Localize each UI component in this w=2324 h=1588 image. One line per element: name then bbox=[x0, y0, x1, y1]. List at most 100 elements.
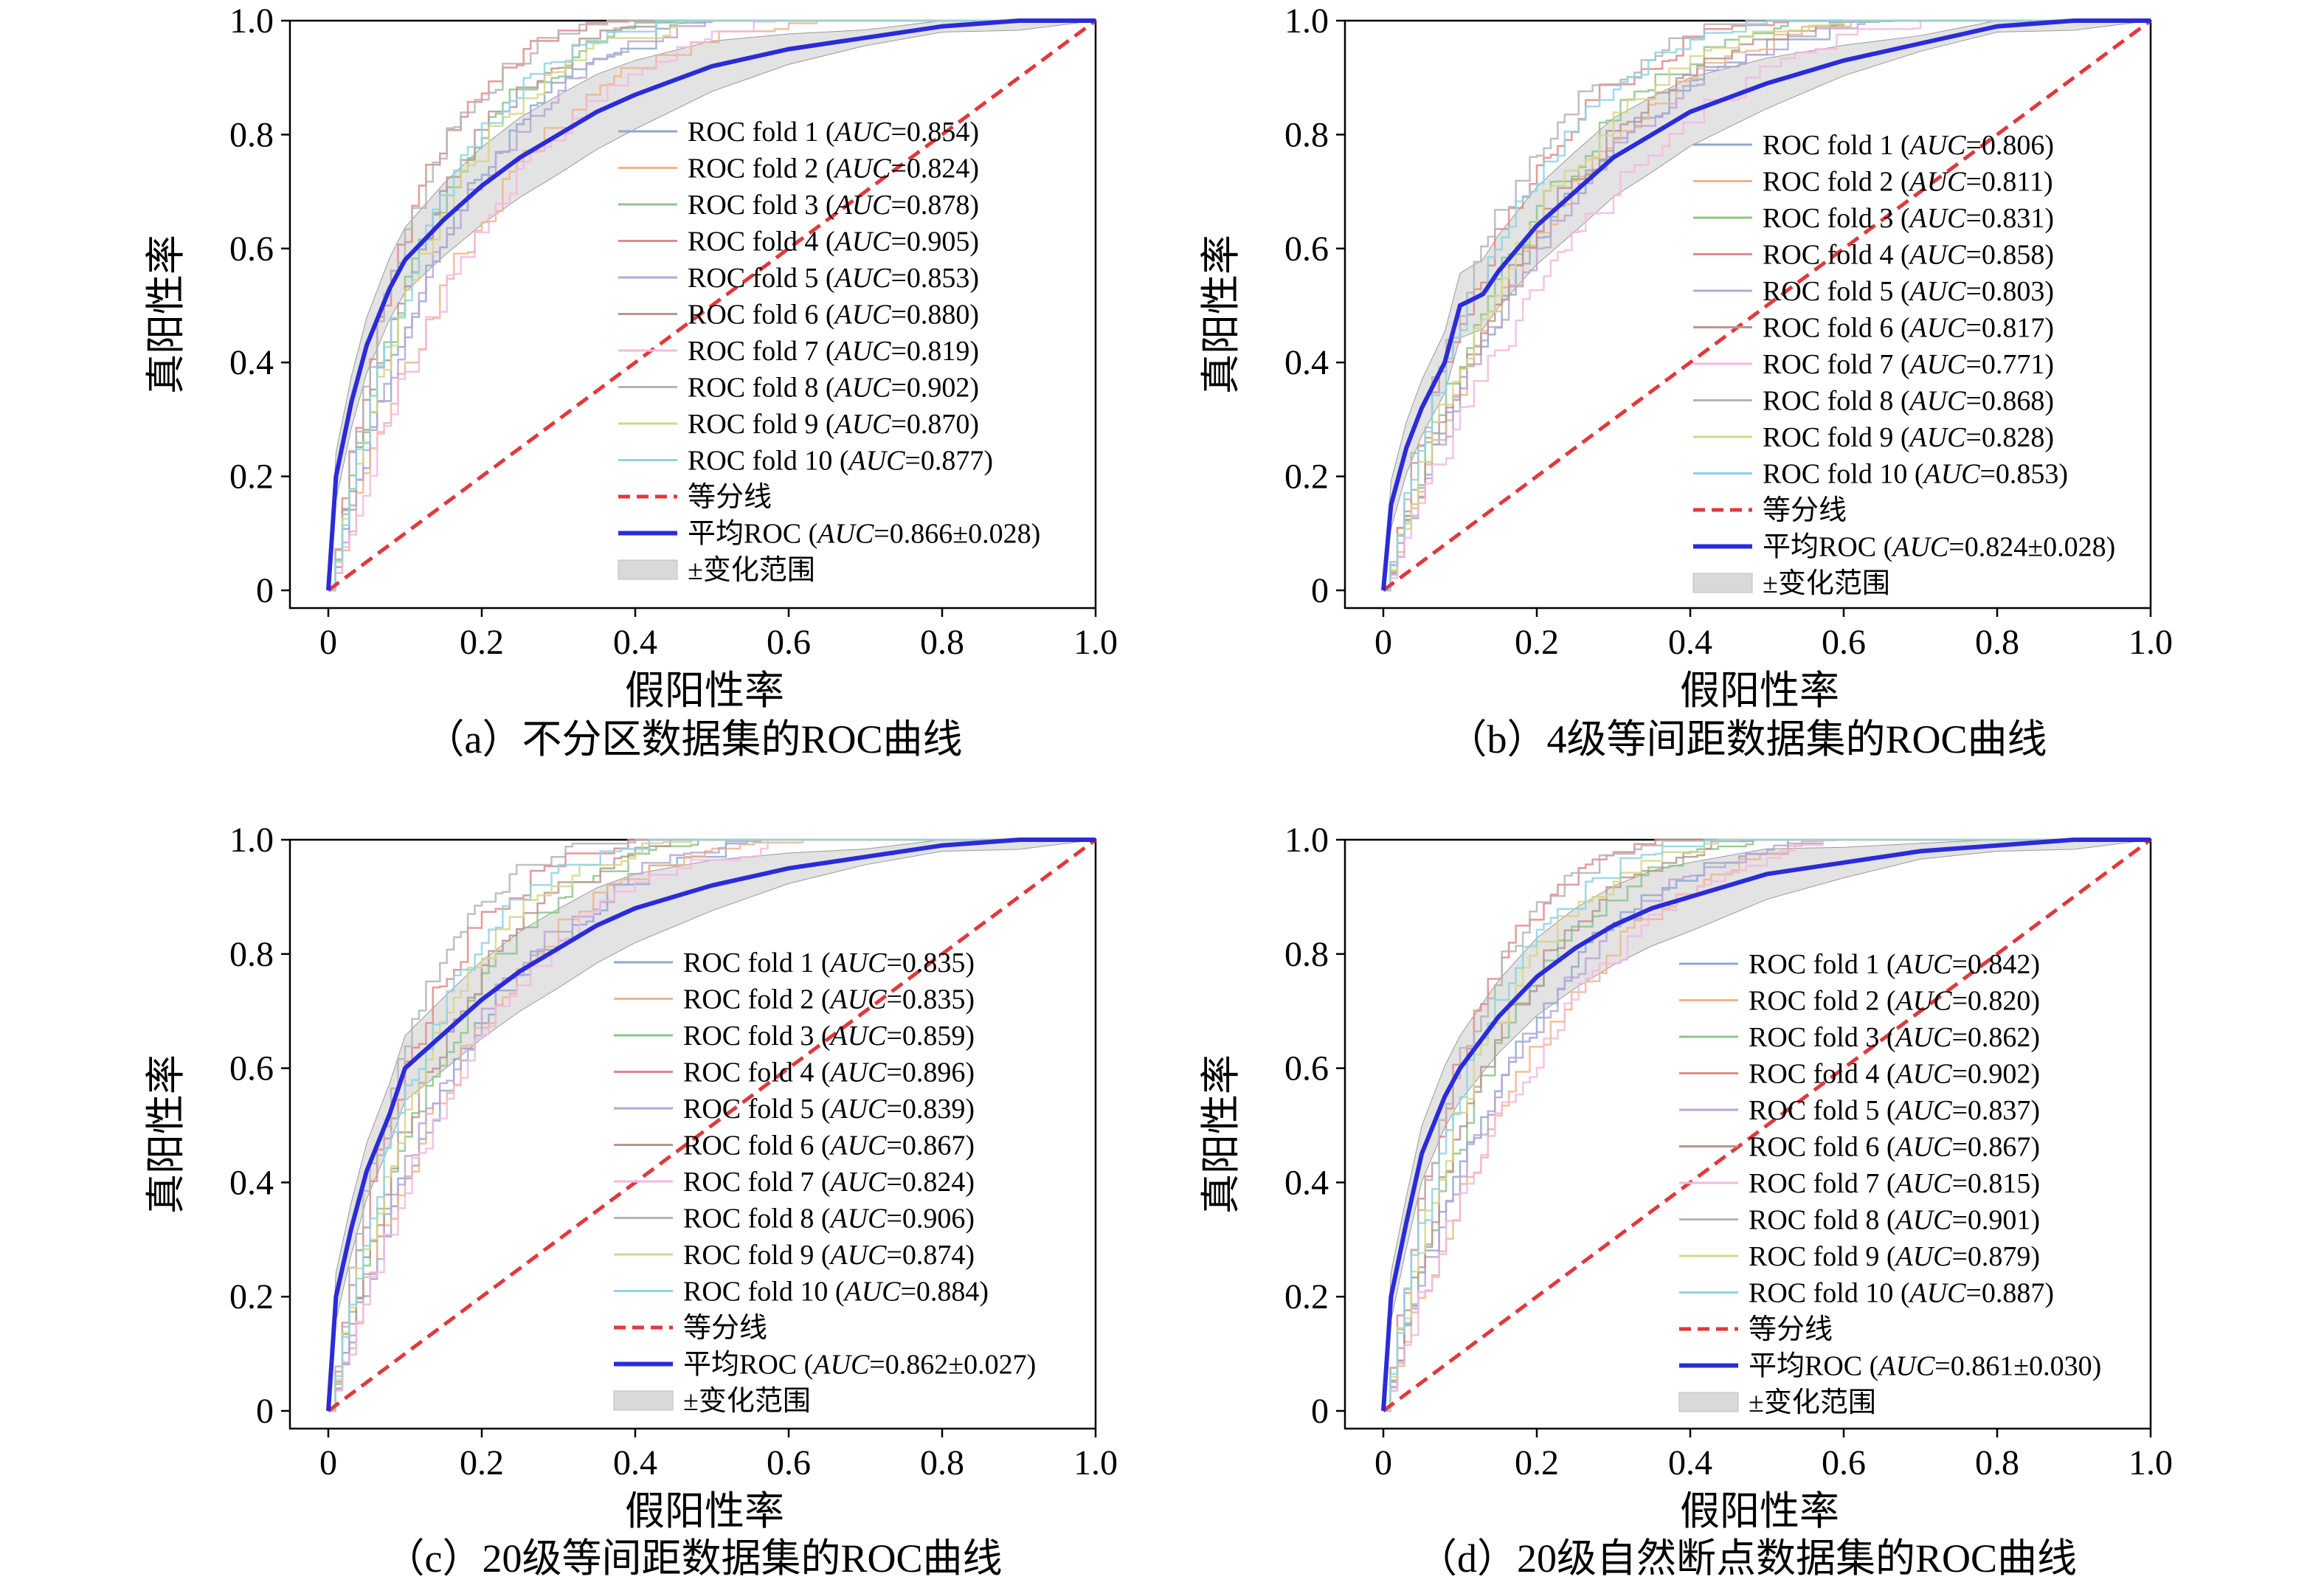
legend: ROC fold 1 (AUC=0.806) ROC fold 2 (AUC=0.… bbox=[1692, 130, 2115, 599]
subplot-caption: （c）20级等间距数据集的ROC曲线 bbox=[385, 1536, 1003, 1581]
legend-label: 平均ROC (AUC=0.866±0.028) bbox=[688, 519, 1040, 550]
legend-label: ROC fold 1 (AUC=0.806) bbox=[1763, 130, 2054, 161]
mean-roc-curve bbox=[1381, 18, 2151, 591]
chance-line bbox=[1382, 838, 2152, 1413]
legend-label: ROC fold 4 (AUC=0.896) bbox=[683, 1057, 975, 1088]
legend-label: ROC fold 6 (AUC=0.867) bbox=[1749, 1132, 2040, 1163]
legend-label: ROC fold 1 (AUC=0.835) bbox=[683, 947, 975, 978]
subplot-c: 0 0 0.2 0.2 0.4 0.4 0.6 0.6 0.8 0.8 1.0 1.0 假阳性率 真阳性率… bbox=[144, 821, 1118, 1581]
y-tick-label: 0.6 bbox=[1284, 1049, 1329, 1088]
legend-label: ROC fold 9 (AUC=0.870) bbox=[688, 409, 979, 440]
y-tick-label: 0.2 bbox=[229, 458, 274, 497]
legend-label: ±变化范围 bbox=[688, 555, 815, 586]
x-tick-label: 1.0 bbox=[2128, 623, 2173, 662]
y-tick-label: 1.0 bbox=[229, 821, 274, 860]
x-tick-label: 0.2 bbox=[460, 1443, 504, 1482]
legend-label: ROC fold 7 (AUC=0.824) bbox=[683, 1167, 975, 1198]
x-tick-label: 1.0 bbox=[2128, 1443, 2173, 1482]
y-tick-label: 0.4 bbox=[229, 1163, 274, 1202]
y-tick-label: 0.2 bbox=[1284, 1277, 1329, 1316]
x-tick-label: 0.6 bbox=[767, 1443, 811, 1482]
y-tick-label: 0.8 bbox=[1284, 935, 1329, 974]
x-tick-label: 0.2 bbox=[1515, 623, 1559, 662]
y-tick-label: 1.0 bbox=[229, 1, 274, 41]
legend-label: ROC fold 3 (AUC=0.859) bbox=[683, 1021, 975, 1052]
x-tick-label: 0 bbox=[1374, 1443, 1392, 1482]
y-tick-label: 0.8 bbox=[229, 935, 274, 974]
y-tick-label: 0.8 bbox=[1284, 115, 1329, 154]
x-axis-label: 假阳性率 bbox=[1680, 1489, 1839, 1533]
y-tick-label: 0.8 bbox=[229, 115, 274, 154]
legend-swatch-band bbox=[613, 1390, 674, 1411]
legend-label: ±变化范围 bbox=[1749, 1387, 1876, 1418]
x-tick-label: 0.4 bbox=[613, 1443, 657, 1482]
legend-label: ROC fold 7 (AUC=0.771) bbox=[1763, 349, 2054, 380]
mean-roc-curve bbox=[326, 838, 1096, 1412]
legend-label: ROC fold 10 (AUC=0.877) bbox=[688, 446, 993, 477]
x-tick-label: 0.2 bbox=[460, 623, 504, 662]
y-tick-label: 0 bbox=[1311, 571, 1329, 610]
y-axis-label: 真阳性率 bbox=[144, 235, 188, 394]
legend-label: ROC fold 1 (AUC=0.842) bbox=[1749, 949, 2040, 980]
y-tick-label: 0.2 bbox=[1284, 458, 1329, 497]
legend-label: ROC fold 10 (AUC=0.853) bbox=[1763, 459, 2068, 490]
fold-curve-10 bbox=[328, 838, 1096, 1412]
x-tick-label: 0 bbox=[1374, 623, 1392, 662]
x-tick-label: 0 bbox=[319, 623, 337, 662]
legend-label: ROC fold 7 (AUC=0.815) bbox=[1749, 1168, 2040, 1199]
legend-label: 等分线 bbox=[1749, 1314, 1833, 1345]
legend-label: ROC fold 2 (AUC=0.820) bbox=[1749, 986, 2040, 1017]
legend-label: ROC fold 8 (AUC=0.868) bbox=[1763, 386, 2054, 417]
x-tick-label: 0.8 bbox=[920, 623, 964, 662]
x-tick-label: 0.6 bbox=[1822, 623, 1866, 662]
legend: ROC fold 1 (AUC=0.835) ROC fold 2 (AUC=0.… bbox=[613, 947, 1036, 1417]
legend-label: 等分线 bbox=[688, 482, 772, 513]
legend-label: ROC fold 5 (AUC=0.839) bbox=[683, 1094, 975, 1125]
legend-label: 平均ROC (AUC=0.862±0.027) bbox=[683, 1350, 1036, 1381]
legend-label: ROC fold 8 (AUC=0.906) bbox=[683, 1204, 975, 1235]
y-tick-label: 0 bbox=[256, 571, 274, 610]
chance-line bbox=[1382, 18, 2152, 593]
chance-line bbox=[327, 838, 1097, 1413]
x-axis-label: 假阳性率 bbox=[625, 669, 784, 713]
x-axis-label: 假阳性率 bbox=[1680, 669, 1839, 713]
x-tick-label: 0.6 bbox=[767, 623, 811, 662]
x-tick-label: 0.4 bbox=[1668, 623, 1712, 662]
legend-label: ROC fold 2 (AUC=0.811) bbox=[1763, 167, 2053, 198]
x-tick-label: 0.4 bbox=[1668, 1443, 1712, 1482]
subplot-a: 0 0 0.2 0.2 0.4 0.4 0.6 0.6 0.8 0.8 1.0 1.0 假阳性率 真阳性率… bbox=[144, 1, 1118, 762]
subplot-b: 0 0 0.2 0.2 0.4 0.4 0.6 0.6 0.8 0.8 1.0 1.0 假阳性率 真阳性率… bbox=[1199, 1, 2173, 762]
legend-label: ROC fold 4 (AUC=0.902) bbox=[1749, 1059, 2040, 1090]
legend-label: 平均ROC (AUC=0.861±0.030) bbox=[1749, 1351, 2101, 1382]
y-tick-label: 0.4 bbox=[229, 343, 274, 382]
legend-label: ROC fold 5 (AUC=0.803) bbox=[1763, 276, 2054, 307]
legend-label: ROC fold 7 (AUC=0.819) bbox=[688, 336, 979, 367]
y-tick-label: 0.6 bbox=[1284, 229, 1329, 269]
legend-label: ROC fold 2 (AUC=0.835) bbox=[683, 984, 975, 1015]
legend-label: ROC fold 9 (AUC=0.874) bbox=[683, 1240, 975, 1271]
y-tick-label: 0.4 bbox=[1284, 343, 1329, 382]
legend-label: ROC fold 8 (AUC=0.902) bbox=[688, 373, 979, 404]
legend-label: ±变化范围 bbox=[683, 1386, 811, 1417]
subplot-caption: （a）不分区数据集的ROC曲线 bbox=[425, 717, 963, 762]
y-axis-label: 真阳性率 bbox=[144, 1054, 188, 1214]
legend-label: ROC fold 5 (AUC=0.837) bbox=[1749, 1095, 2040, 1126]
mean-roc-curve bbox=[326, 18, 1096, 591]
legend-label: ROC fold 5 (AUC=0.853) bbox=[688, 263, 979, 294]
subplot-caption: （b）4级等间距数据集的ROC曲线 bbox=[1447, 717, 2047, 762]
legend-label: ROC fold 10 (AUC=0.884) bbox=[683, 1277, 989, 1308]
x-tick-label: 0.8 bbox=[920, 1443, 964, 1482]
fold-curve-10 bbox=[1383, 838, 2151, 1412]
y-tick-label: 1.0 bbox=[1284, 821, 1329, 860]
mean-roc-curve bbox=[1381, 838, 2151, 1412]
legend-label: ROC fold 10 (AUC=0.887) bbox=[1749, 1278, 2054, 1309]
legend-label: ROC fold 3 (AUC=0.831) bbox=[1763, 203, 2054, 234]
legend-label: ROC fold 4 (AUC=0.858) bbox=[1763, 240, 2054, 271]
y-tick-label: 0.6 bbox=[229, 229, 274, 269]
y-tick-label: 0.2 bbox=[229, 1277, 274, 1316]
subplot-caption: （d）20级自然断点数据集的ROC曲线 bbox=[1417, 1536, 2077, 1581]
y-tick-label: 0 bbox=[256, 1392, 274, 1431]
legend-label: ROC fold 6 (AUC=0.817) bbox=[1763, 313, 2054, 344]
legend-label: ROC fold 3 (AUC=0.862) bbox=[1749, 1022, 2040, 1053]
